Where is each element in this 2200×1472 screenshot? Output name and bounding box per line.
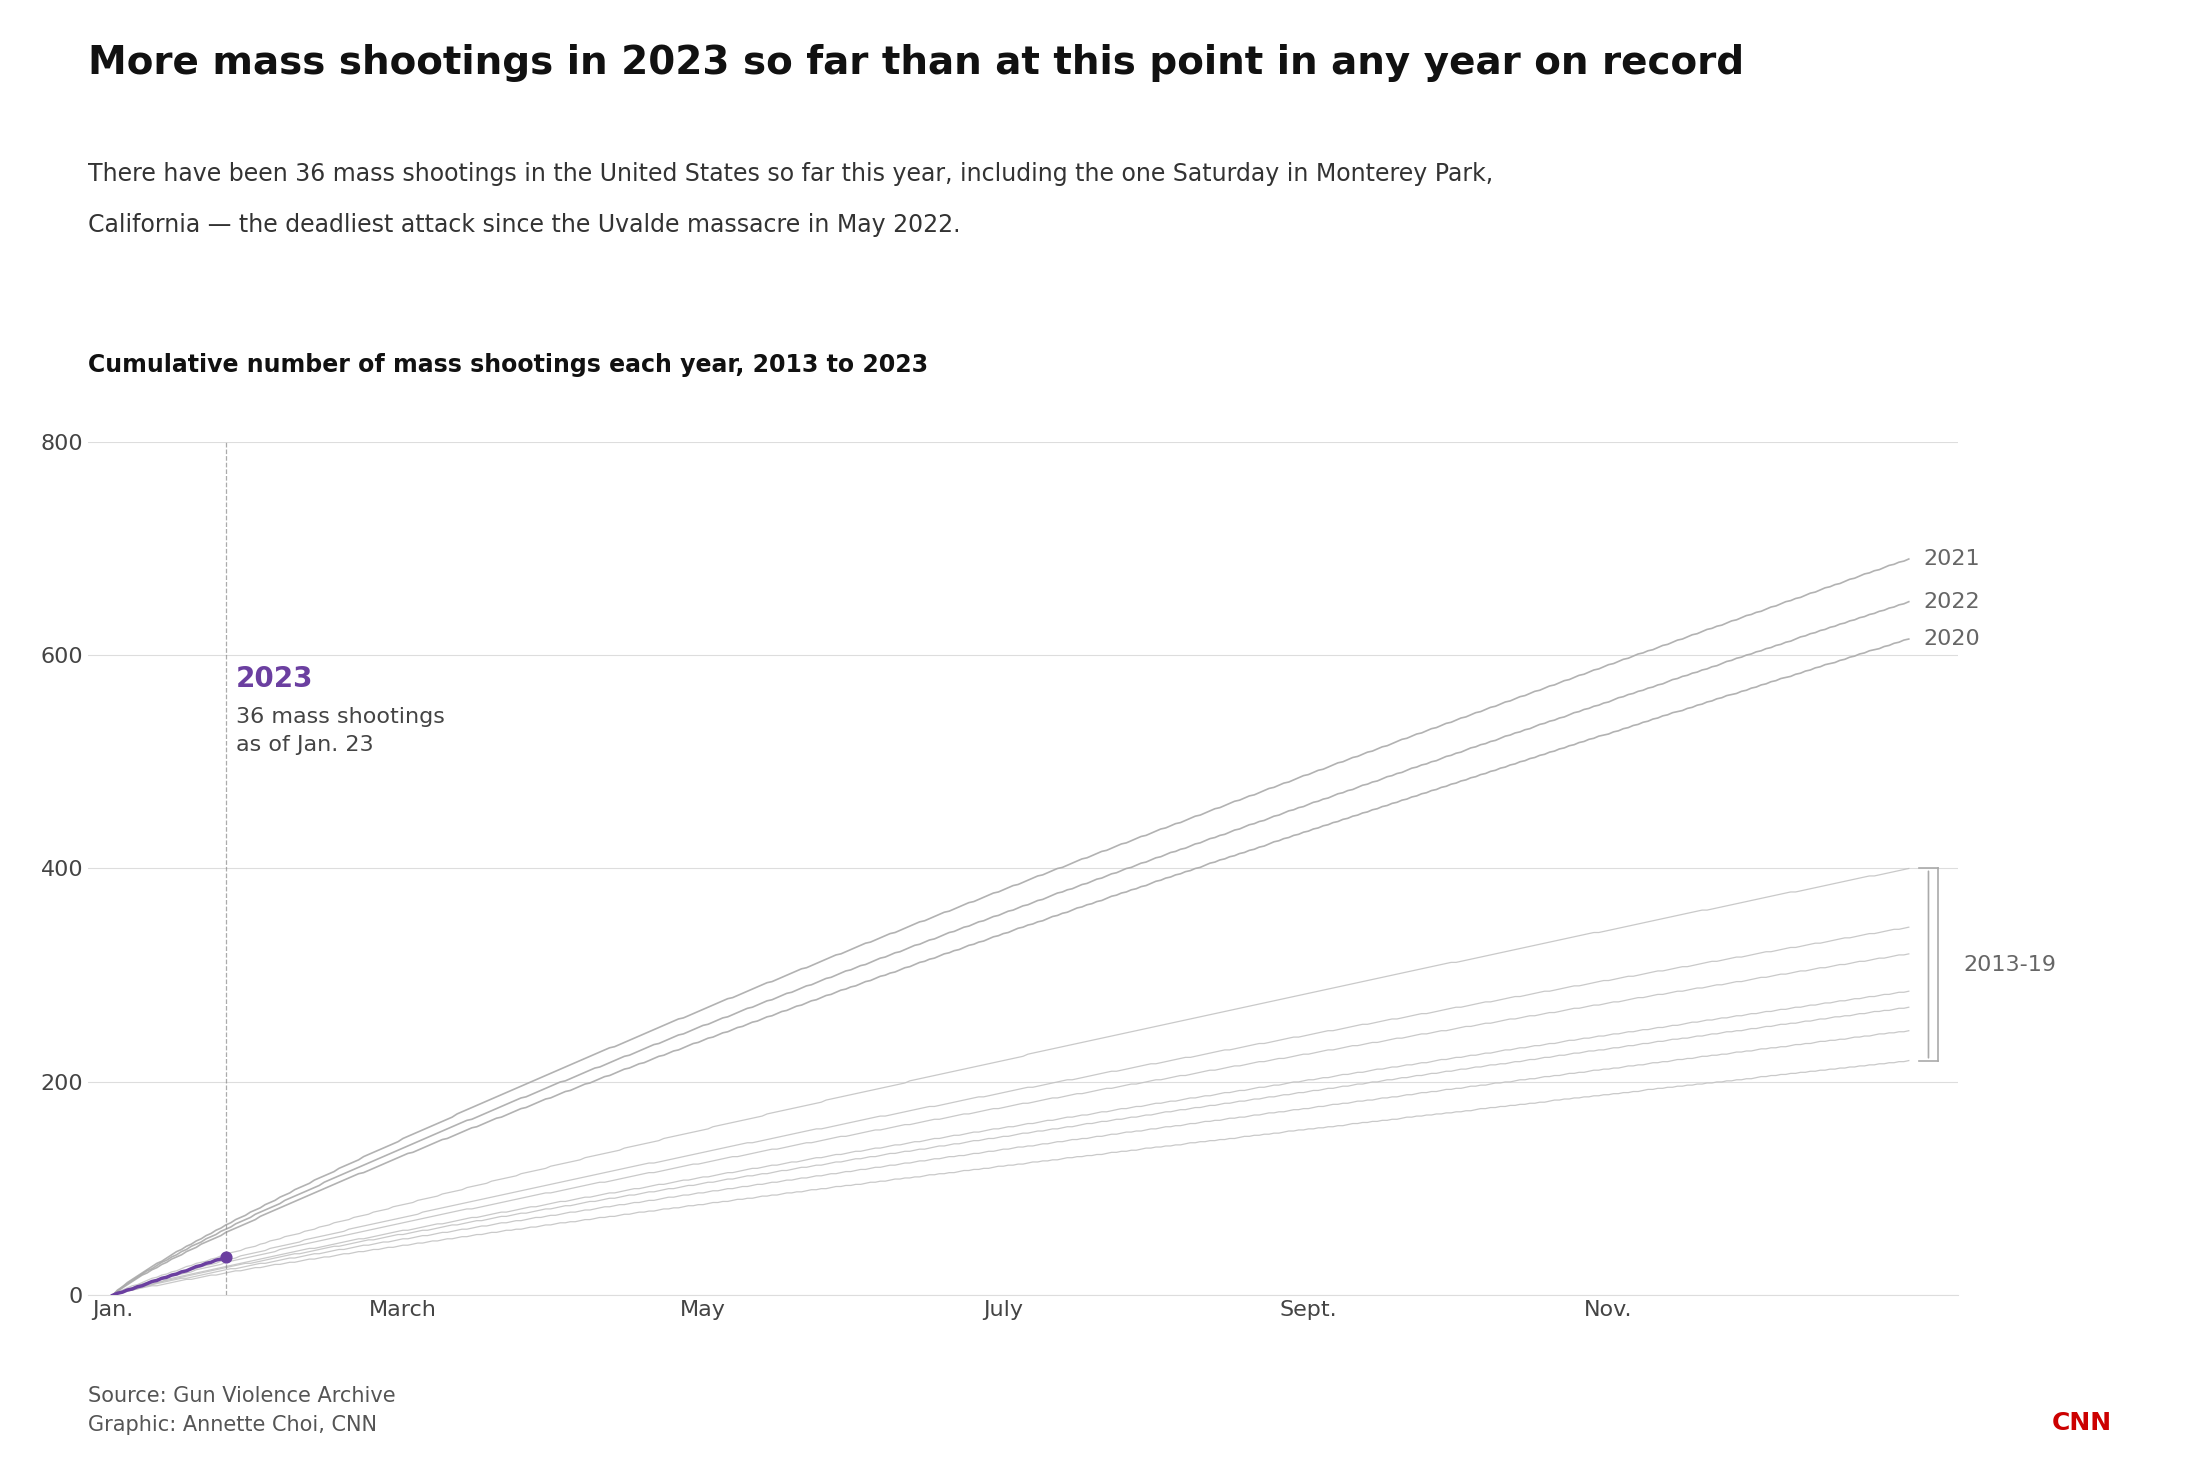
Text: 2020: 2020	[1923, 629, 1980, 649]
Text: Cumulative number of mass shootings each year, 2013 to 2023: Cumulative number of mass shootings each…	[88, 353, 928, 377]
Text: More mass shootings in 2023 so far than at this point in any year on record: More mass shootings in 2023 so far than …	[88, 44, 1745, 82]
Text: 2013-19: 2013-19	[1962, 954, 2057, 974]
Text: 2022: 2022	[1923, 592, 1980, 612]
Text: 2023: 2023	[235, 665, 312, 693]
Text: CNN: CNN	[2053, 1412, 2112, 1435]
Text: 2021: 2021	[1923, 549, 1980, 570]
Text: Graphic: Annette Choi, CNN: Graphic: Annette Choi, CNN	[88, 1415, 376, 1435]
Text: 36 mass shootings
as of Jan. 23: 36 mass shootings as of Jan. 23	[235, 707, 444, 755]
Text: There have been 36 mass shootings in the United States so far this year, includi: There have been 36 mass shootings in the…	[88, 162, 1494, 185]
Point	[209, 1245, 244, 1269]
Text: California — the deadliest attack since the Uvalde massacre in May 2022.: California — the deadliest attack since …	[88, 213, 961, 237]
Text: Source: Gun Violence Archive: Source: Gun Violence Archive	[88, 1385, 396, 1406]
